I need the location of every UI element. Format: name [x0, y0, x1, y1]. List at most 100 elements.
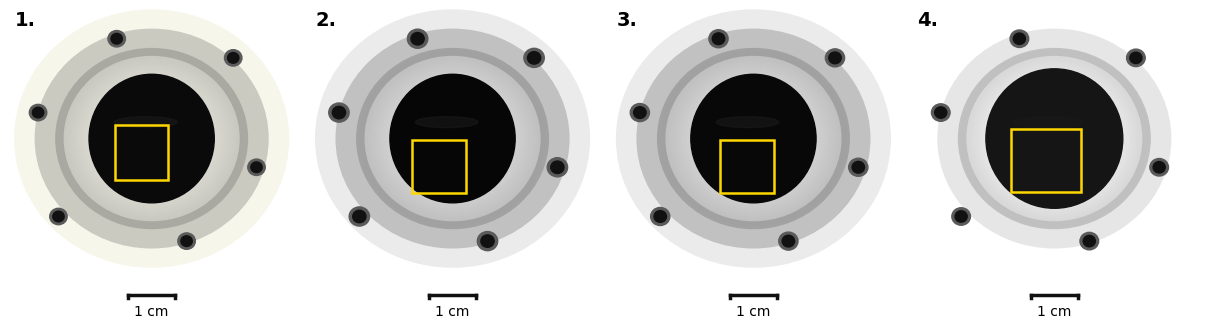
Ellipse shape — [674, 65, 832, 212]
Ellipse shape — [1008, 96, 1100, 181]
Ellipse shape — [72, 65, 230, 212]
Ellipse shape — [714, 102, 792, 176]
Ellipse shape — [103, 93, 201, 185]
Ellipse shape — [1030, 116, 1078, 161]
Ellipse shape — [35, 29, 268, 248]
Ellipse shape — [709, 97, 798, 180]
Ellipse shape — [1015, 102, 1093, 175]
Ellipse shape — [943, 34, 1166, 244]
Ellipse shape — [966, 56, 1142, 221]
Ellipse shape — [667, 58, 839, 219]
Ellipse shape — [679, 69, 827, 208]
Ellipse shape — [353, 45, 552, 232]
Ellipse shape — [117, 107, 186, 171]
Ellipse shape — [1025, 111, 1084, 166]
Ellipse shape — [418, 107, 486, 170]
Ellipse shape — [128, 116, 176, 161]
Ellipse shape — [668, 58, 839, 219]
Ellipse shape — [1017, 104, 1091, 173]
Ellipse shape — [63, 55, 241, 222]
Ellipse shape — [450, 136, 455, 141]
Ellipse shape — [941, 31, 1169, 246]
Ellipse shape — [115, 103, 189, 174]
Ellipse shape — [925, 17, 1183, 259]
Ellipse shape — [982, 71, 1126, 206]
Ellipse shape — [106, 95, 198, 182]
Ellipse shape — [332, 25, 574, 252]
Ellipse shape — [1006, 93, 1102, 184]
Ellipse shape — [631, 23, 877, 254]
Ellipse shape — [70, 61, 234, 216]
Ellipse shape — [421, 108, 485, 169]
Ellipse shape — [621, 14, 885, 263]
Ellipse shape — [118, 107, 186, 170]
Ellipse shape — [683, 72, 824, 205]
Ellipse shape — [671, 61, 837, 217]
Ellipse shape — [329, 23, 575, 254]
Ellipse shape — [334, 27, 572, 250]
Ellipse shape — [422, 110, 484, 167]
Ellipse shape — [696, 85, 810, 192]
Ellipse shape — [478, 232, 498, 251]
Ellipse shape — [51, 43, 253, 234]
Ellipse shape — [935, 107, 947, 118]
Ellipse shape — [1005, 91, 1105, 186]
Ellipse shape — [349, 41, 556, 236]
Ellipse shape — [1034, 119, 1075, 158]
Ellipse shape — [642, 34, 865, 244]
Ellipse shape — [658, 50, 848, 227]
Ellipse shape — [350, 42, 555, 235]
Ellipse shape — [247, 159, 265, 176]
Ellipse shape — [410, 99, 494, 178]
Ellipse shape — [962, 52, 1147, 225]
Ellipse shape — [328, 22, 576, 255]
Ellipse shape — [69, 61, 235, 217]
Ellipse shape — [133, 120, 171, 157]
Ellipse shape — [403, 93, 502, 185]
Ellipse shape — [738, 124, 769, 154]
Ellipse shape — [849, 158, 868, 176]
Ellipse shape — [710, 99, 796, 178]
Ellipse shape — [394, 84, 510, 193]
Ellipse shape — [1009, 96, 1099, 181]
Ellipse shape — [697, 85, 810, 192]
Ellipse shape — [447, 134, 457, 143]
Ellipse shape — [673, 63, 835, 214]
Ellipse shape — [77, 69, 226, 208]
Ellipse shape — [1015, 102, 1094, 176]
Ellipse shape — [145, 132, 158, 145]
Ellipse shape — [351, 43, 554, 234]
Ellipse shape — [1049, 134, 1060, 144]
Ellipse shape — [639, 31, 867, 246]
Ellipse shape — [110, 100, 193, 177]
Text: 1 cm: 1 cm — [435, 305, 470, 318]
Ellipse shape — [119, 109, 183, 168]
Ellipse shape — [1013, 100, 1096, 177]
Ellipse shape — [75, 67, 228, 210]
Ellipse shape — [384, 73, 522, 204]
Ellipse shape — [712, 99, 796, 178]
Ellipse shape — [931, 104, 950, 121]
Ellipse shape — [654, 211, 667, 222]
Ellipse shape — [112, 102, 191, 176]
Ellipse shape — [87, 78, 216, 199]
Ellipse shape — [932, 24, 1176, 253]
Ellipse shape — [829, 52, 842, 64]
Ellipse shape — [18, 13, 285, 264]
Ellipse shape — [655, 46, 851, 231]
Ellipse shape — [617, 11, 889, 266]
Ellipse shape — [25, 20, 279, 258]
Ellipse shape — [150, 136, 154, 141]
Ellipse shape — [690, 79, 818, 198]
Ellipse shape — [1038, 123, 1071, 154]
Ellipse shape — [361, 52, 545, 225]
Ellipse shape — [330, 24, 574, 253]
Ellipse shape — [446, 132, 459, 145]
Ellipse shape — [944, 35, 1165, 242]
Ellipse shape — [365, 57, 539, 220]
Ellipse shape — [123, 112, 180, 165]
Ellipse shape — [321, 14, 585, 263]
Ellipse shape — [970, 59, 1140, 218]
Ellipse shape — [706, 93, 802, 184]
Ellipse shape — [433, 120, 473, 157]
